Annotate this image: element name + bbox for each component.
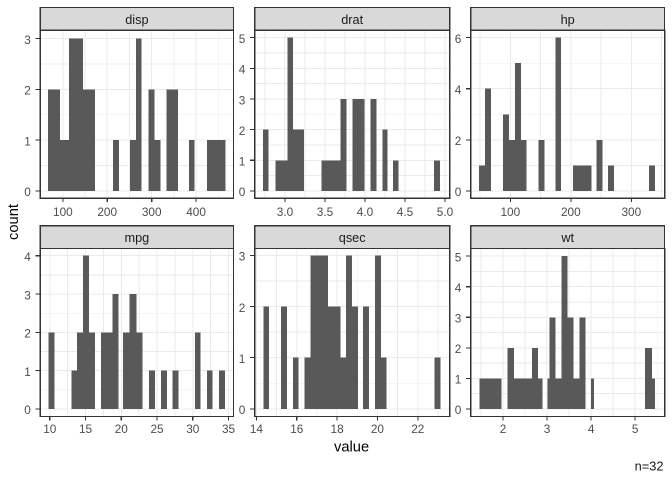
svg-text:6: 6 (455, 32, 462, 46)
svg-text:4: 4 (239, 63, 246, 77)
svg-text:3.5: 3.5 (317, 205, 334, 219)
svg-text:4: 4 (24, 250, 31, 264)
svg-text:25: 25 (150, 422, 164, 436)
svg-text:0: 0 (239, 185, 246, 199)
svg-text:0: 0 (455, 403, 462, 417)
svg-text:3.0: 3.0 (277, 205, 294, 219)
svg-text:3: 3 (455, 312, 462, 326)
svg-text:16: 16 (290, 422, 304, 436)
svg-text:2: 2 (455, 342, 462, 356)
svg-text:1: 1 (455, 373, 462, 387)
svg-text:22: 22 (411, 422, 424, 436)
svg-text:3: 3 (544, 422, 551, 436)
svg-text:mpg: mpg (125, 231, 150, 245)
svg-text:4: 4 (455, 281, 462, 295)
svg-text:10: 10 (43, 422, 57, 436)
svg-text:2: 2 (24, 84, 31, 98)
svg-text:hp: hp (561, 13, 575, 27)
svg-text:3: 3 (239, 93, 246, 107)
svg-text:2: 2 (500, 422, 507, 436)
svg-text:4.5: 4.5 (397, 205, 414, 219)
svg-text:3: 3 (24, 33, 31, 47)
svg-text:count: count (6, 204, 22, 240)
svg-text:20: 20 (115, 422, 129, 436)
svg-text:35: 35 (222, 422, 236, 436)
svg-text:0: 0 (24, 403, 31, 417)
svg-text:300: 300 (142, 205, 162, 219)
svg-text:2: 2 (239, 301, 246, 315)
svg-text:400: 400 (186, 205, 206, 219)
svg-text:20: 20 (371, 422, 385, 436)
svg-text:drat: drat (341, 13, 363, 27)
svg-text:5: 5 (632, 422, 639, 436)
svg-text:5.0: 5.0 (437, 205, 454, 219)
svg-text:100: 100 (53, 205, 73, 219)
svg-text:1: 1 (24, 365, 31, 379)
svg-text:disp: disp (125, 13, 148, 27)
svg-text:2: 2 (455, 134, 462, 148)
svg-text:4: 4 (455, 83, 462, 97)
svg-text:15: 15 (79, 422, 93, 436)
svg-text:1: 1 (239, 352, 246, 366)
svg-text:n=32: n=32 (635, 459, 664, 474)
svg-text:1: 1 (24, 134, 31, 148)
svg-text:2: 2 (24, 327, 31, 341)
svg-text:200: 200 (561, 205, 581, 219)
svg-text:3: 3 (24, 288, 31, 302)
svg-text:5: 5 (455, 250, 462, 264)
svg-text:0: 0 (455, 185, 462, 199)
svg-text:30: 30 (186, 422, 200, 436)
svg-text:4: 4 (588, 422, 595, 436)
svg-text:1: 1 (239, 155, 246, 169)
svg-text:5: 5 (239, 32, 246, 46)
svg-text:4.0: 4.0 (357, 205, 374, 219)
svg-text:wt: wt (560, 231, 574, 245)
svg-text:200: 200 (97, 205, 117, 219)
svg-text:value: value (334, 439, 369, 455)
svg-text:14: 14 (250, 422, 264, 436)
svg-text:18: 18 (331, 422, 345, 436)
svg-text:100: 100 (500, 205, 520, 219)
svg-text:300: 300 (621, 205, 641, 219)
svg-text:0: 0 (24, 185, 31, 199)
svg-text:qsec: qsec (339, 231, 366, 245)
svg-text:0: 0 (239, 403, 246, 417)
svg-text:3: 3 (239, 250, 246, 264)
svg-text:2: 2 (239, 124, 246, 138)
